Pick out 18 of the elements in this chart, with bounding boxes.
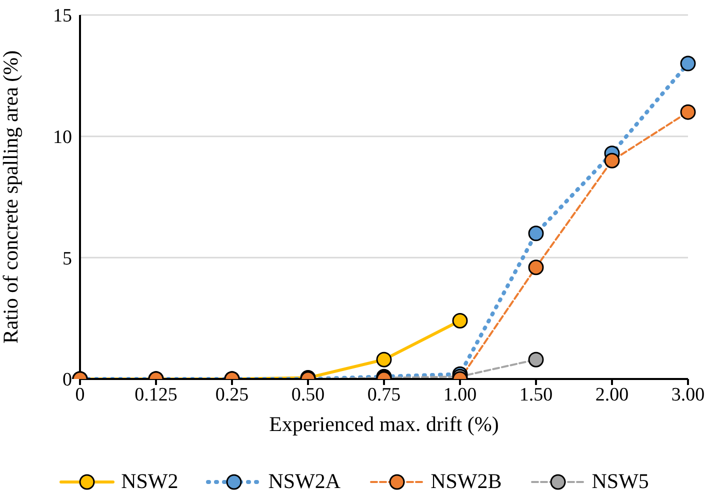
y-tick-label: 5 — [62, 248, 72, 270]
y-tick-label: 0 — [62, 370, 72, 391]
x-tick-label: 0.50 — [291, 384, 325, 406]
y-tick-label: 10 — [53, 127, 72, 148]
legend-label: NSW5 — [592, 469, 649, 494]
y-tick-label: 15 — [53, 6, 72, 27]
legend-label: NSW2 — [121, 469, 178, 494]
x-tick-label: 1.00 — [443, 384, 477, 406]
y-axis-title: Ratio of concrete spalling area (%) — [0, 50, 22, 344]
x-tick-label: 0.125 — [134, 384, 178, 406]
x-tick-label: 1.50 — [519, 384, 553, 406]
x-tick-label: 0.75 — [367, 384, 401, 406]
legend-label: NSW2B — [430, 469, 502, 494]
x-axis-title: Experienced max. drift (%) — [269, 412, 499, 436]
legend-label: NSW2A — [268, 469, 341, 494]
x-tick-label: 2.00 — [595, 384, 629, 406]
x-tick-label: 0.25 — [215, 384, 249, 406]
x-tick-label: 3.00 — [671, 384, 705, 406]
